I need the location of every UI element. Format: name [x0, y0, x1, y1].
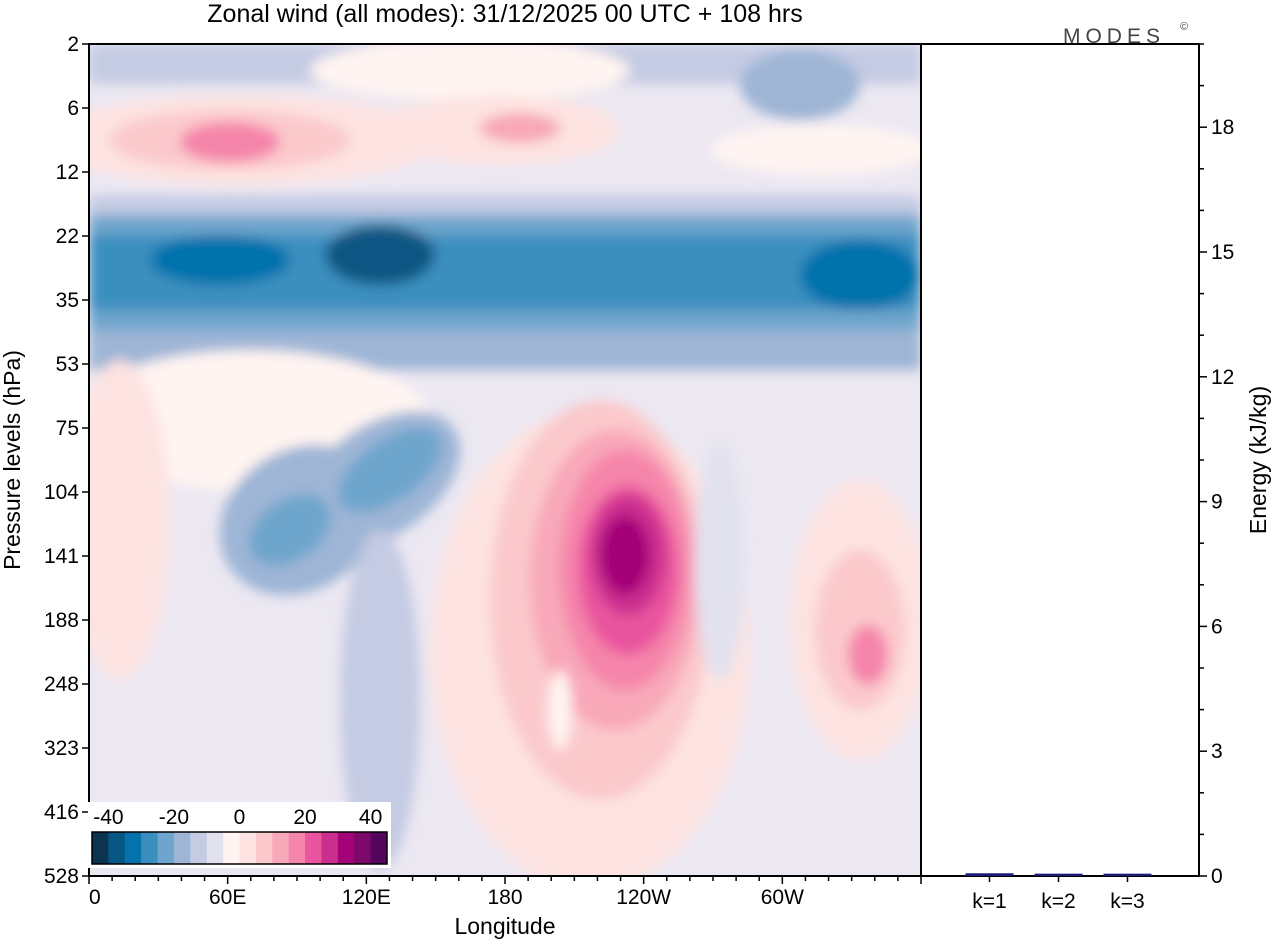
colorbar-swatch: [141, 832, 159, 864]
x-tick-label: 60W: [761, 886, 804, 909]
x-tick-label: 120W: [616, 886, 671, 909]
x-tick-label: 180: [487, 886, 522, 909]
energy-tick-label: 0: [1211, 865, 1223, 888]
y-axis-label: Pressure levels (hPa): [0, 350, 25, 570]
field-mid-pink: [89, 360, 170, 680]
colorbar-swatch: [108, 832, 126, 864]
y-tick-label: 6: [67, 97, 79, 120]
x-tick-label: 0: [89, 886, 101, 909]
chart-title: Zonal wind (all modes): 31/12/2025 00 UT…: [207, 0, 802, 28]
x-axis: 0 60E 120E 180 120W 60W: [88, 876, 922, 909]
colorbar: -40 -20 0 20 40: [88, 802, 391, 868]
field-upper-westerly-f: [710, 125, 921, 175]
colorbar-tick-label: -40: [93, 806, 123, 829]
x-axis-label: Longitude: [454, 913, 555, 939]
y-tick-label: 188: [44, 609, 79, 632]
y-tick-label: 35: [56, 289, 79, 312]
y-tick-label: 528: [44, 865, 79, 888]
field-upper-westerly-e: [480, 113, 560, 143]
y-tick-label: 12: [56, 161, 79, 184]
energy-category-label: k=2: [1041, 890, 1075, 913]
colorbar-swatch: [272, 832, 290, 864]
colorbar-tick-label: 0: [234, 806, 246, 829]
colorbar-swatch: [354, 832, 372, 864]
y-axis: 2 6 12 22 35 53 75 104 141 188 248 323 416 528: [44, 33, 89, 888]
y-tick-label: 141: [44, 545, 79, 568]
x-tick-label: 60E: [209, 886, 246, 909]
energy-tick-label: 18: [1211, 116, 1234, 139]
modes-logo: MODES: [1063, 25, 1165, 48]
y-tick-label: 53: [56, 353, 79, 376]
y-tick-label: 2: [67, 33, 79, 56]
energy-bar: [1034, 873, 1083, 876]
energy-tick-label: 12: [1211, 366, 1234, 389]
field-lower-light: [695, 440, 745, 680]
energy-panel-frame: [920, 43, 1200, 877]
energy-category-label: k=3: [1110, 890, 1144, 913]
colorbar-frame: [91, 831, 388, 865]
colorbar-swatch: [124, 832, 142, 864]
colorbar-tick-label: -20: [159, 806, 189, 829]
wind-field: [89, 44, 921, 876]
field-top-blue-patch: [740, 50, 860, 120]
colorbar-swatch: [190, 832, 208, 864]
field-easterly-column: [340, 530, 420, 870]
energy-bar-chart: 0 3 6 9 12 15 18 k=1 k=2 k=3: [965, 43, 1234, 913]
colorbar-swatch: [370, 832, 388, 864]
energy-tick-label: 3: [1211, 740, 1223, 763]
field-easterly-tongue-c: [249, 494, 331, 566]
energy-tick-label: 6: [1211, 615, 1223, 638]
field-jet-gap: [548, 670, 572, 750]
energy-tick-label: 15: [1211, 241, 1234, 264]
colorbar-swatch: [239, 832, 257, 864]
field-secondary-core: [848, 625, 888, 685]
energy-tick-label: 9: [1211, 491, 1223, 514]
colorbar-swatch: [157, 832, 175, 864]
colorbar-swatch: [288, 832, 306, 864]
field-easterly-tongue-d: [337, 427, 443, 513]
field-top-white-patch: [310, 44, 630, 100]
colorbar-swatch: [206, 832, 224, 864]
energy-axis-label: Energy (kJ/kg): [1245, 386, 1271, 534]
colorbar-swatch: [255, 832, 273, 864]
colorbar-swatch: [92, 832, 109, 864]
y-tick-label: 22: [56, 225, 79, 248]
x-tick-label: 120E: [342, 886, 391, 909]
y-tick-label: 104: [44, 481, 79, 504]
field-easterly-core-c: [800, 240, 920, 310]
y-tick-label: 323: [44, 737, 79, 760]
colorbar-tick-label: 40: [359, 806, 382, 829]
field-easterly-core-a: [150, 235, 290, 285]
y-tick-label: 416: [44, 801, 79, 824]
field-upper-westerly-c: [180, 122, 280, 162]
energy-category-label: k=1: [972, 890, 1006, 913]
colorbar-swatch: [173, 832, 191, 864]
heatmap: [89, 44, 921, 876]
colorbar-swatch: [223, 832, 240, 864]
energy-bar: [1103, 873, 1152, 876]
colorbar-swatch: [337, 832, 355, 864]
field-easterly-core-b: [325, 225, 435, 285]
energy-bar: [965, 873, 1014, 876]
field-jet-core: [600, 515, 650, 595]
colorbar-tick-label: 20: [293, 806, 316, 829]
logo-copyright: ©: [1180, 21, 1188, 33]
colorbar-swatch: [305, 832, 322, 864]
colorbar-swatch: [321, 832, 339, 864]
y-tick-label: 248: [44, 673, 79, 696]
y-tick-label: 75: [56, 417, 79, 440]
